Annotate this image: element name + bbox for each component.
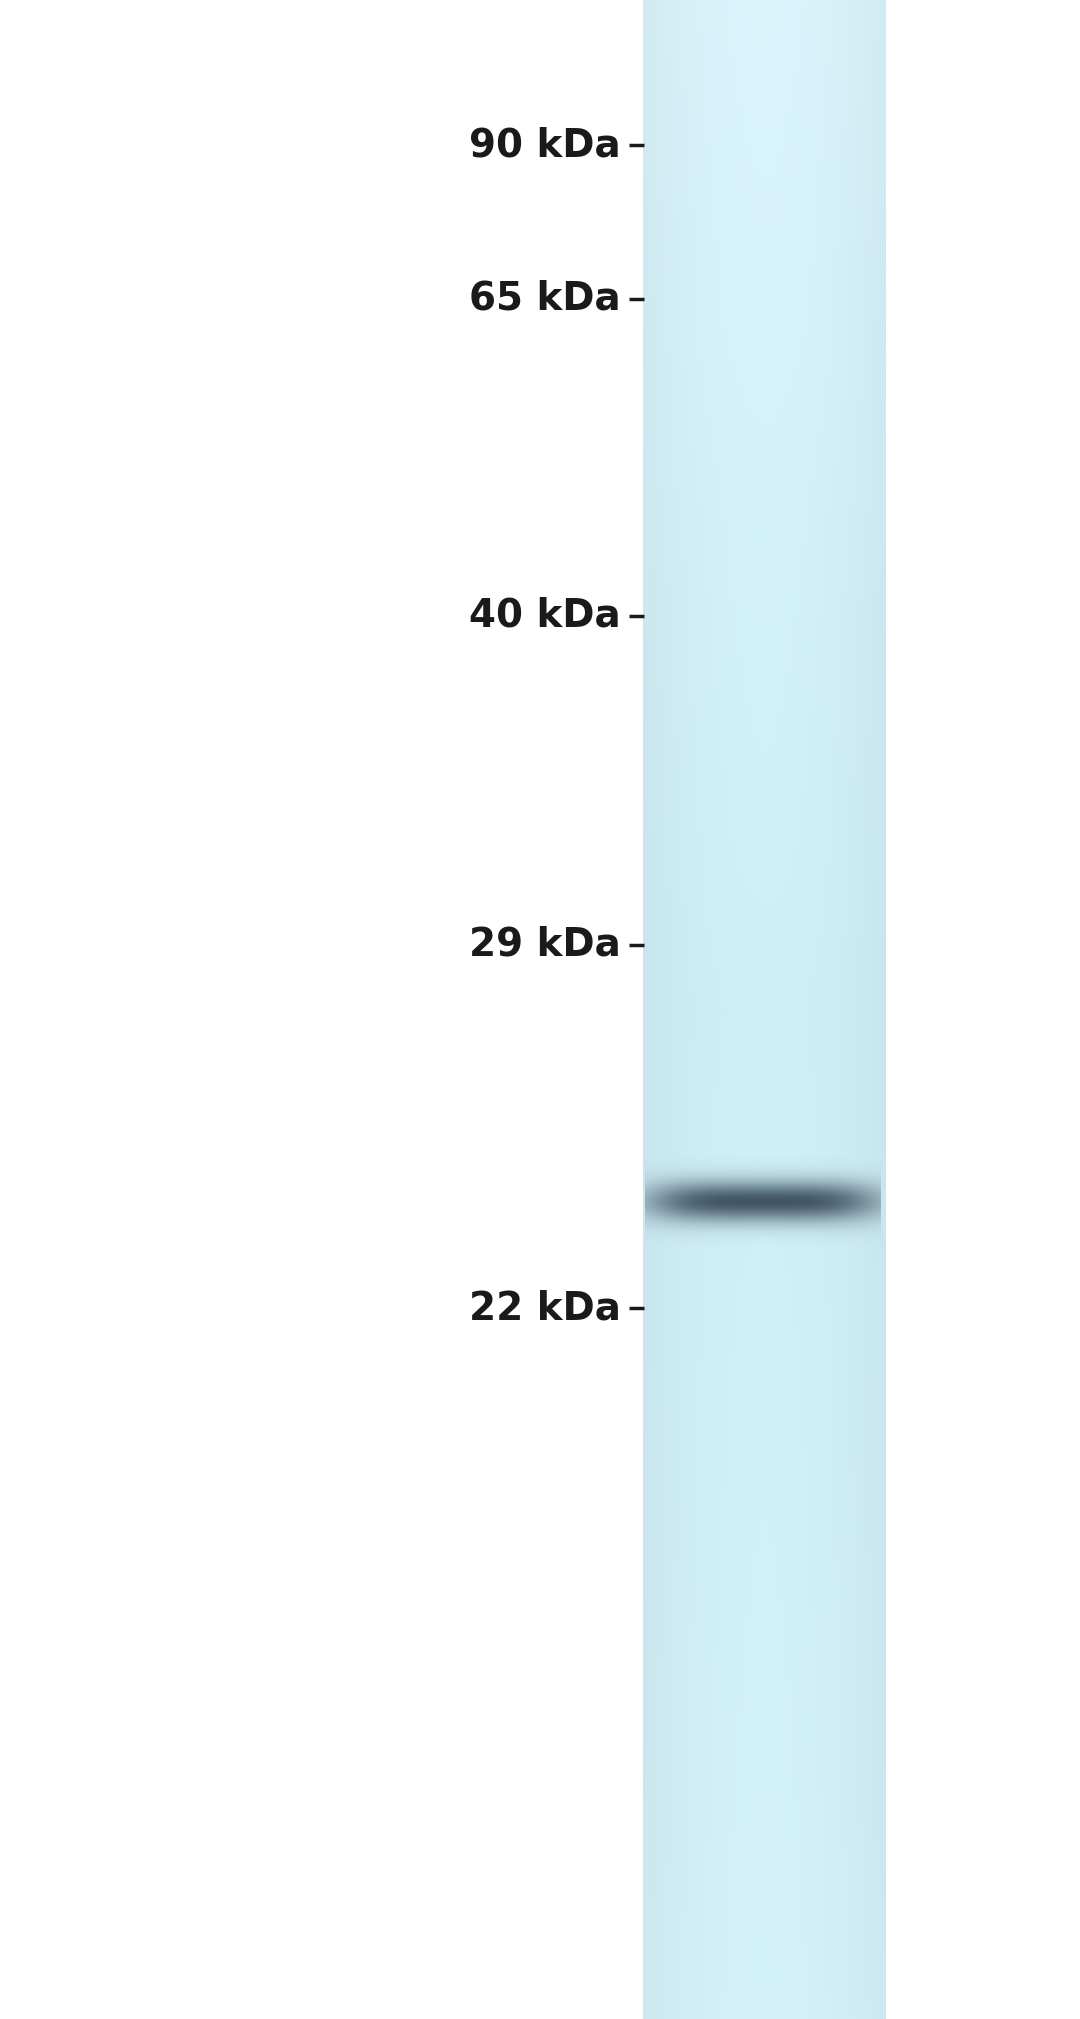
Text: 65 kDa: 65 kDa	[470, 281, 621, 317]
Text: 40 kDa: 40 kDa	[470, 598, 621, 634]
Text: 90 kDa: 90 kDa	[470, 127, 621, 164]
Text: 22 kDa: 22 kDa	[469, 1290, 621, 1326]
Text: 29 kDa: 29 kDa	[469, 927, 621, 963]
